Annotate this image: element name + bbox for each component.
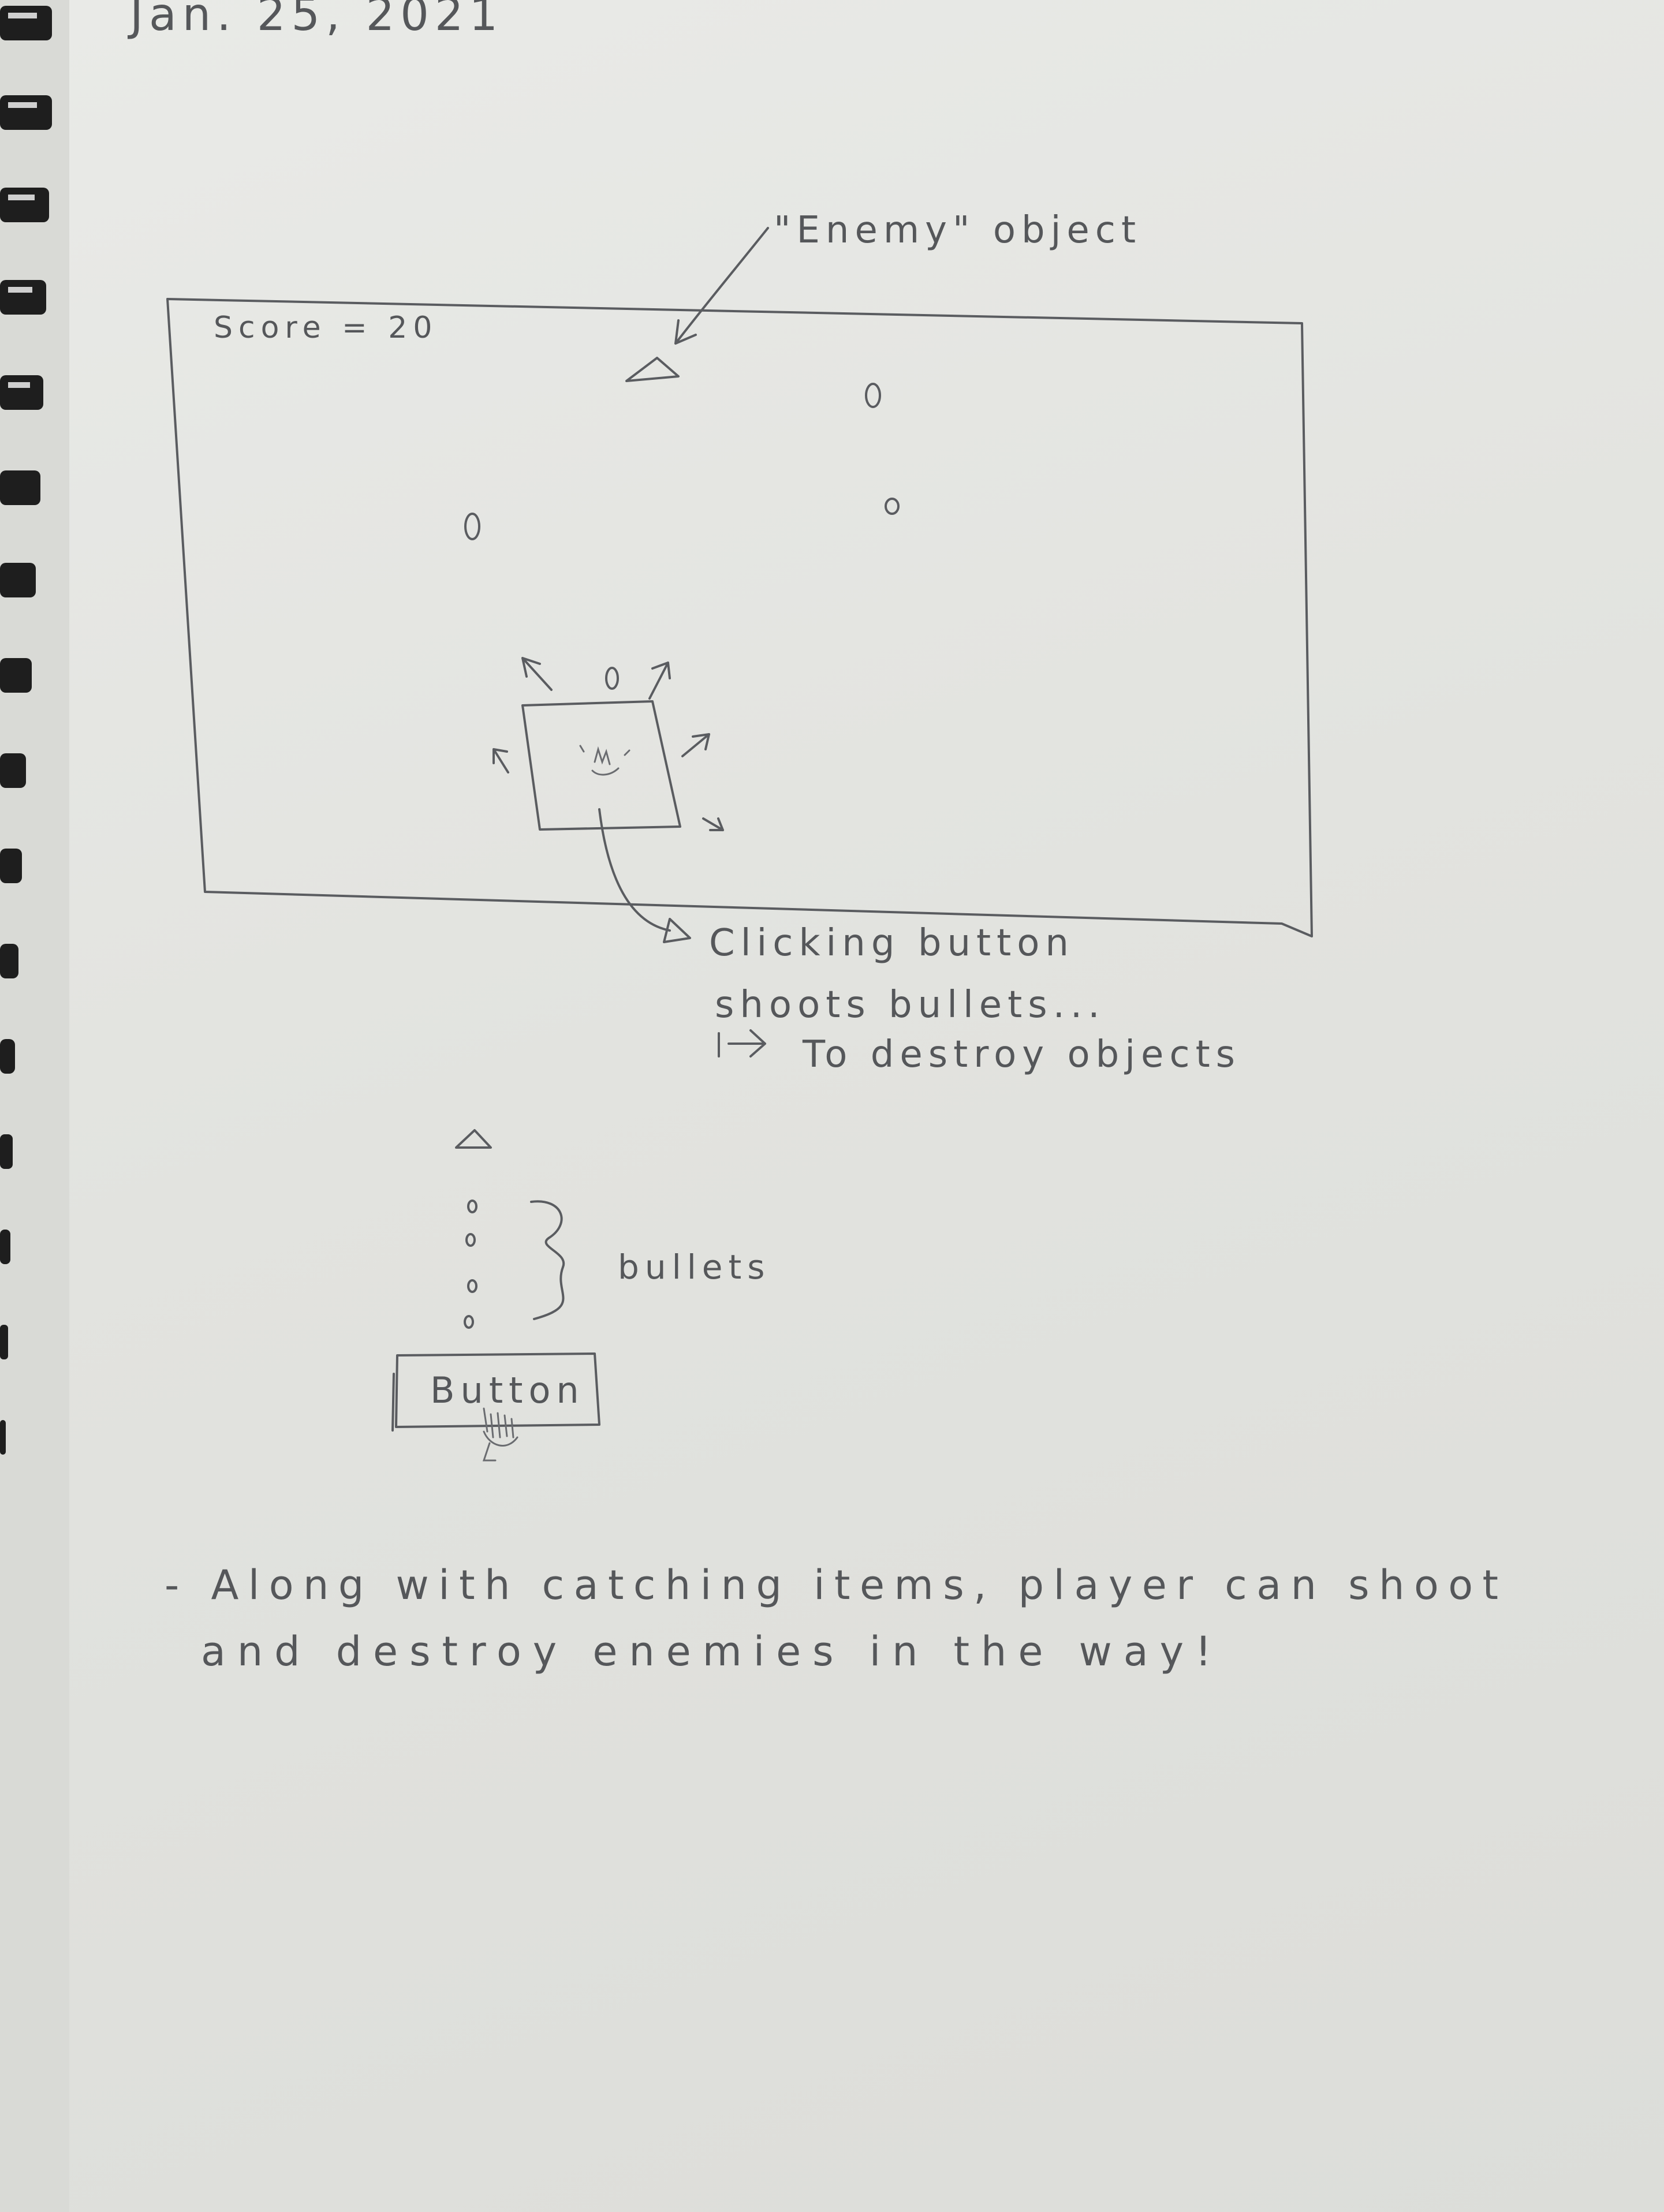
player-box [521,700,681,831]
bullet [465,1233,476,1247]
motion-arrow [521,657,553,691]
annotation-triangle-icon [663,918,691,943]
target-triangle-icon [455,1129,492,1149]
motion-arrow [493,748,509,774]
enemy-triangle-icon [625,357,680,382]
annotation-line-1: Clicking button [709,922,1074,965]
bullet [467,1279,477,1293]
score-text: Score = 20 [214,311,438,345]
annotation-pointer [598,808,671,932]
game-screen-frame [166,298,1313,937]
bullet [467,1200,477,1213]
bullets-label: bullets [618,1247,770,1287]
hand-click-icon [482,1407,518,1462]
bullet [605,667,619,690]
annotation-line-2: shoots bullets... [715,984,1106,1026]
falling-object [865,383,881,408]
button-outline [391,1352,600,1432]
enemy-pointer-arrow [674,227,769,345]
falling-object [464,513,480,540]
motion-arrow [681,733,710,757]
spiral-binding [0,6,52,1455]
motion-arrow [702,817,724,831]
falling-object [885,498,900,515]
arrow-bullet-icon [718,1029,766,1058]
button-label: Button [430,1369,585,1411]
sketchbook-page [69,0,1664,2212]
motion-arrow [648,662,671,700]
note-line-1: - Along with catching items, player can … [165,1561,1504,1609]
enemy-label: "Enemy" object [774,209,1141,252]
annotation-line-3: To destroy objects [802,1033,1241,1076]
bullet [464,1315,474,1329]
brace [530,1200,565,1320]
hand-cursor-icon [579,745,630,776]
date-text: Jan. 25, 2021 [127,0,503,41]
note-line-2: and destroy enemies in the way! [201,1628,1217,1675]
